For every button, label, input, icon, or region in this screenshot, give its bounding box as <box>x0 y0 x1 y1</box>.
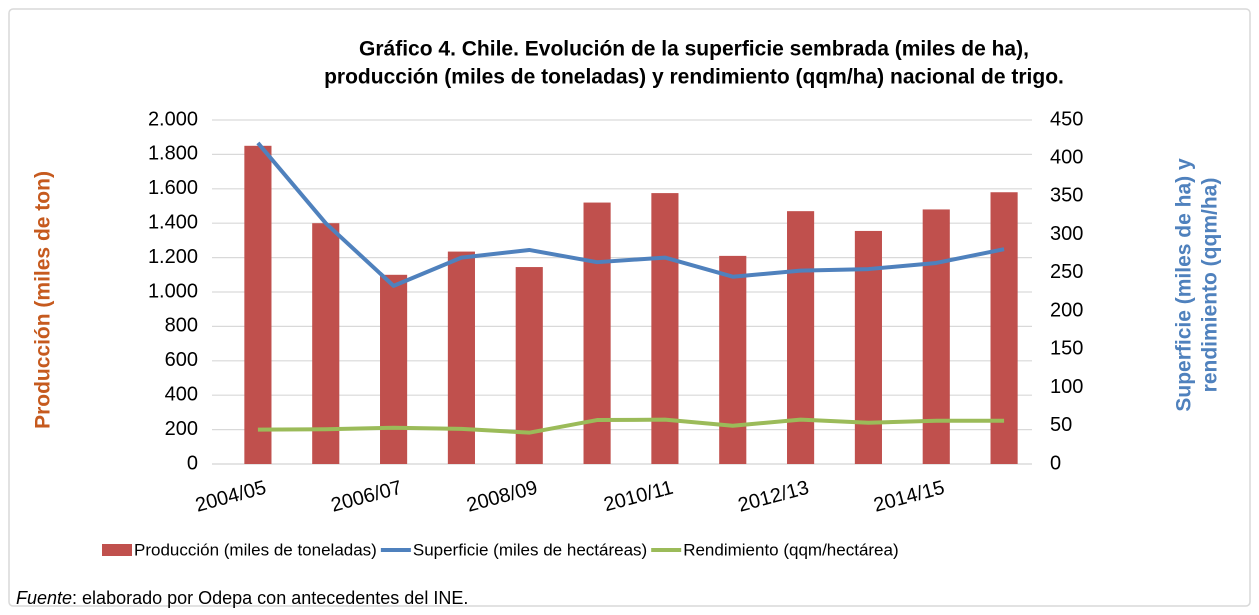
y2-tick-label: 400 <box>1050 147 1083 169</box>
line <box>256 141 1005 288</box>
y-tick-label: 800 <box>165 315 198 337</box>
y-tick-label: 1.200 <box>148 246 198 268</box>
bar <box>651 193 679 464</box>
y-tick-label: 0 <box>187 452 198 474</box>
y2-axis-title: rendimiento (qqm/ha) <box>1199 178 1222 393</box>
bar <box>719 255 747 464</box>
chart-title: Gráfico 4. Chile. Evolución de la superf… <box>359 38 1029 61</box>
legend-label: Producción (miles de toneladas) <box>134 540 377 559</box>
bar <box>787 211 815 464</box>
y-tick-label: 600 <box>165 349 198 371</box>
line <box>257 417 1005 435</box>
y-tick-label: 400 <box>165 383 198 405</box>
legend-swatch <box>102 544 132 556</box>
bar <box>447 251 475 464</box>
y2-axis-title: Superficie (miles de ha) y <box>1173 158 1196 412</box>
y2-tick-label: 250 <box>1050 261 1083 283</box>
source-text: : elaborado por Odepa con antecedentes d… <box>72 588 468 608</box>
legend-label: Superficie (miles de hectáreas) <box>413 540 647 559</box>
legend-label: Rendimiento (qqm/hectárea) <box>683 540 898 559</box>
y2-tick-label: 300 <box>1050 223 1083 245</box>
bar <box>922 209 950 464</box>
bar <box>312 223 340 464</box>
y2-tick-label: 200 <box>1050 299 1083 321</box>
source-label: Fuente <box>16 588 72 608</box>
bar <box>244 145 272 465</box>
y-tick-label: 1.000 <box>148 280 198 302</box>
bar <box>854 230 882 464</box>
y-tick-label: 2.000 <box>148 108 198 130</box>
bar <box>990 192 1018 465</box>
y2-tick-label: 150 <box>1050 338 1083 360</box>
y2-tick-label: 50 <box>1050 414 1072 436</box>
bar <box>583 202 611 464</box>
chart-title: producción (miles de toneladas) y rendim… <box>324 66 1064 89</box>
y-tick-label: 1.800 <box>148 143 198 165</box>
y2-tick-label: 100 <box>1050 376 1083 398</box>
y2-tick-label: 450 <box>1050 108 1083 130</box>
bar <box>380 274 408 464</box>
y2-tick-label: 350 <box>1050 185 1083 207</box>
y-tick-label: 1.400 <box>148 211 198 233</box>
y2-tick-label: 0 <box>1050 452 1061 474</box>
y-tick-label: 200 <box>165 418 198 440</box>
y-axis-title: Producción (miles de ton) <box>32 171 55 429</box>
y-tick-label: 1.600 <box>148 177 198 199</box>
